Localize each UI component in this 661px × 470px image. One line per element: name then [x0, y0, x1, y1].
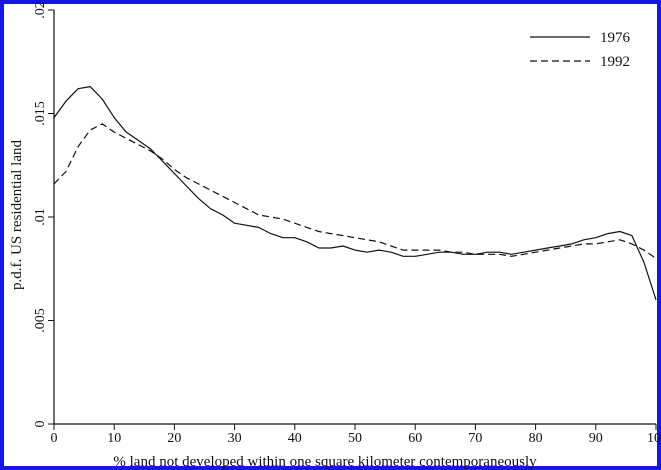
y-tick-label: .01	[33, 208, 48, 226]
x-axis-label: % land not developed within one square k…	[113, 454, 537, 470]
ticks: 0 10 20 30 40 50 60 70 80 90 100.005.01.015.02	[33, 1, 661, 446]
x-tick-label: 0	[51, 431, 58, 446]
x-tick-label: 40	[288, 431, 302, 446]
y-tick-label: .005	[33, 308, 48, 333]
legend-label-1992: 1992	[600, 54, 630, 70]
legend: 1976 1992	[530, 30, 631, 70]
x-tick-label: 20	[167, 431, 181, 446]
series-lines	[53, 85, 657, 300]
y-tick-label: 0	[33, 421, 48, 428]
y-tick-label: .02	[33, 1, 48, 19]
x-tick-label: 50	[348, 431, 362, 446]
axes	[53, 10, 656, 425]
x-tick-label: 80	[529, 431, 543, 446]
x-tick-label: 10	[647, 431, 661, 446]
series-line-1976	[53, 85, 657, 300]
y-axis-label: p.d.f. US residential land	[9, 140, 25, 290]
y-tick-label: .015	[33, 101, 48, 126]
x-tick-label: 60	[408, 431, 422, 446]
x-tick-label: 70	[468, 431, 482, 446]
x-tick-label: 90	[589, 431, 603, 446]
x-tick-label: 10	[107, 431, 121, 446]
series-line-1992	[53, 123, 657, 259]
legend-label-1976: 1976	[600, 30, 631, 46]
x-tick-label: 30	[228, 431, 242, 446]
